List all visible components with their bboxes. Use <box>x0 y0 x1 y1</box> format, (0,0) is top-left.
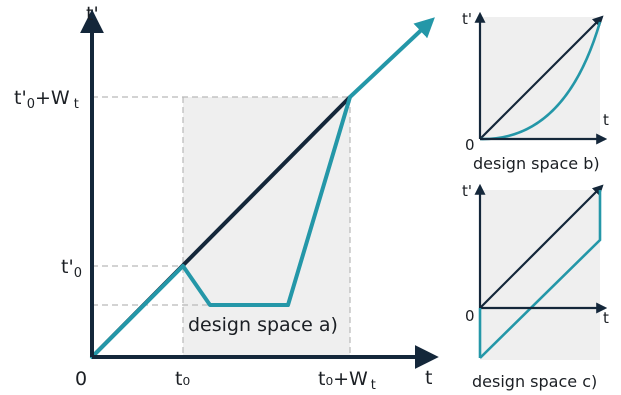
design-space-b-label: design space b) <box>473 154 600 173</box>
origin-label: 0 <box>75 368 87 390</box>
design-space-a-label: design space a) <box>188 314 338 336</box>
design-space-c-label: design space c) <box>472 372 597 391</box>
design-space-c-region <box>480 190 600 360</box>
panel-b-identity-line <box>479 15 604 140</box>
panel-c-identity-line <box>479 184 604 309</box>
panel-c-x-axis-label: t <box>603 309 609 327</box>
tick-label-t0-plus-wt: t₀+W t <box>318 368 376 393</box>
tick-label-t0: t₀ <box>175 368 190 390</box>
panel-b-y-axis-label: t' <box>462 10 472 28</box>
panel-c-origin-label: 0 <box>465 307 475 325</box>
design-space-a-region <box>183 97 350 357</box>
panel-b: t' t 0 design space b) <box>462 10 609 173</box>
panel-b-origin-label: 0 <box>465 136 475 154</box>
panel-b-x-axis-label: t <box>603 111 609 129</box>
panel-c-y-axis-label: t' <box>462 182 472 200</box>
panel-b-warp-curve <box>479 21 602 141</box>
x-axis-label: t <box>425 367 432 389</box>
y-axis-label: t' <box>86 3 99 25</box>
panel-c-warp-curve <box>479 190 602 359</box>
warp-curve-a <box>90 95 352 359</box>
tick-label-t0-prime-plus-wt: t'0+W t <box>14 87 79 112</box>
main-diagram: t' t 0 t₀ t₀+W t t'0 t'0+W t design space … <box>14 3 439 393</box>
warp-curve-extension <box>348 17 435 99</box>
tick-label-t0-prime: t'0 <box>61 256 82 281</box>
panel-c: t' t 0 design space c) <box>462 182 609 391</box>
